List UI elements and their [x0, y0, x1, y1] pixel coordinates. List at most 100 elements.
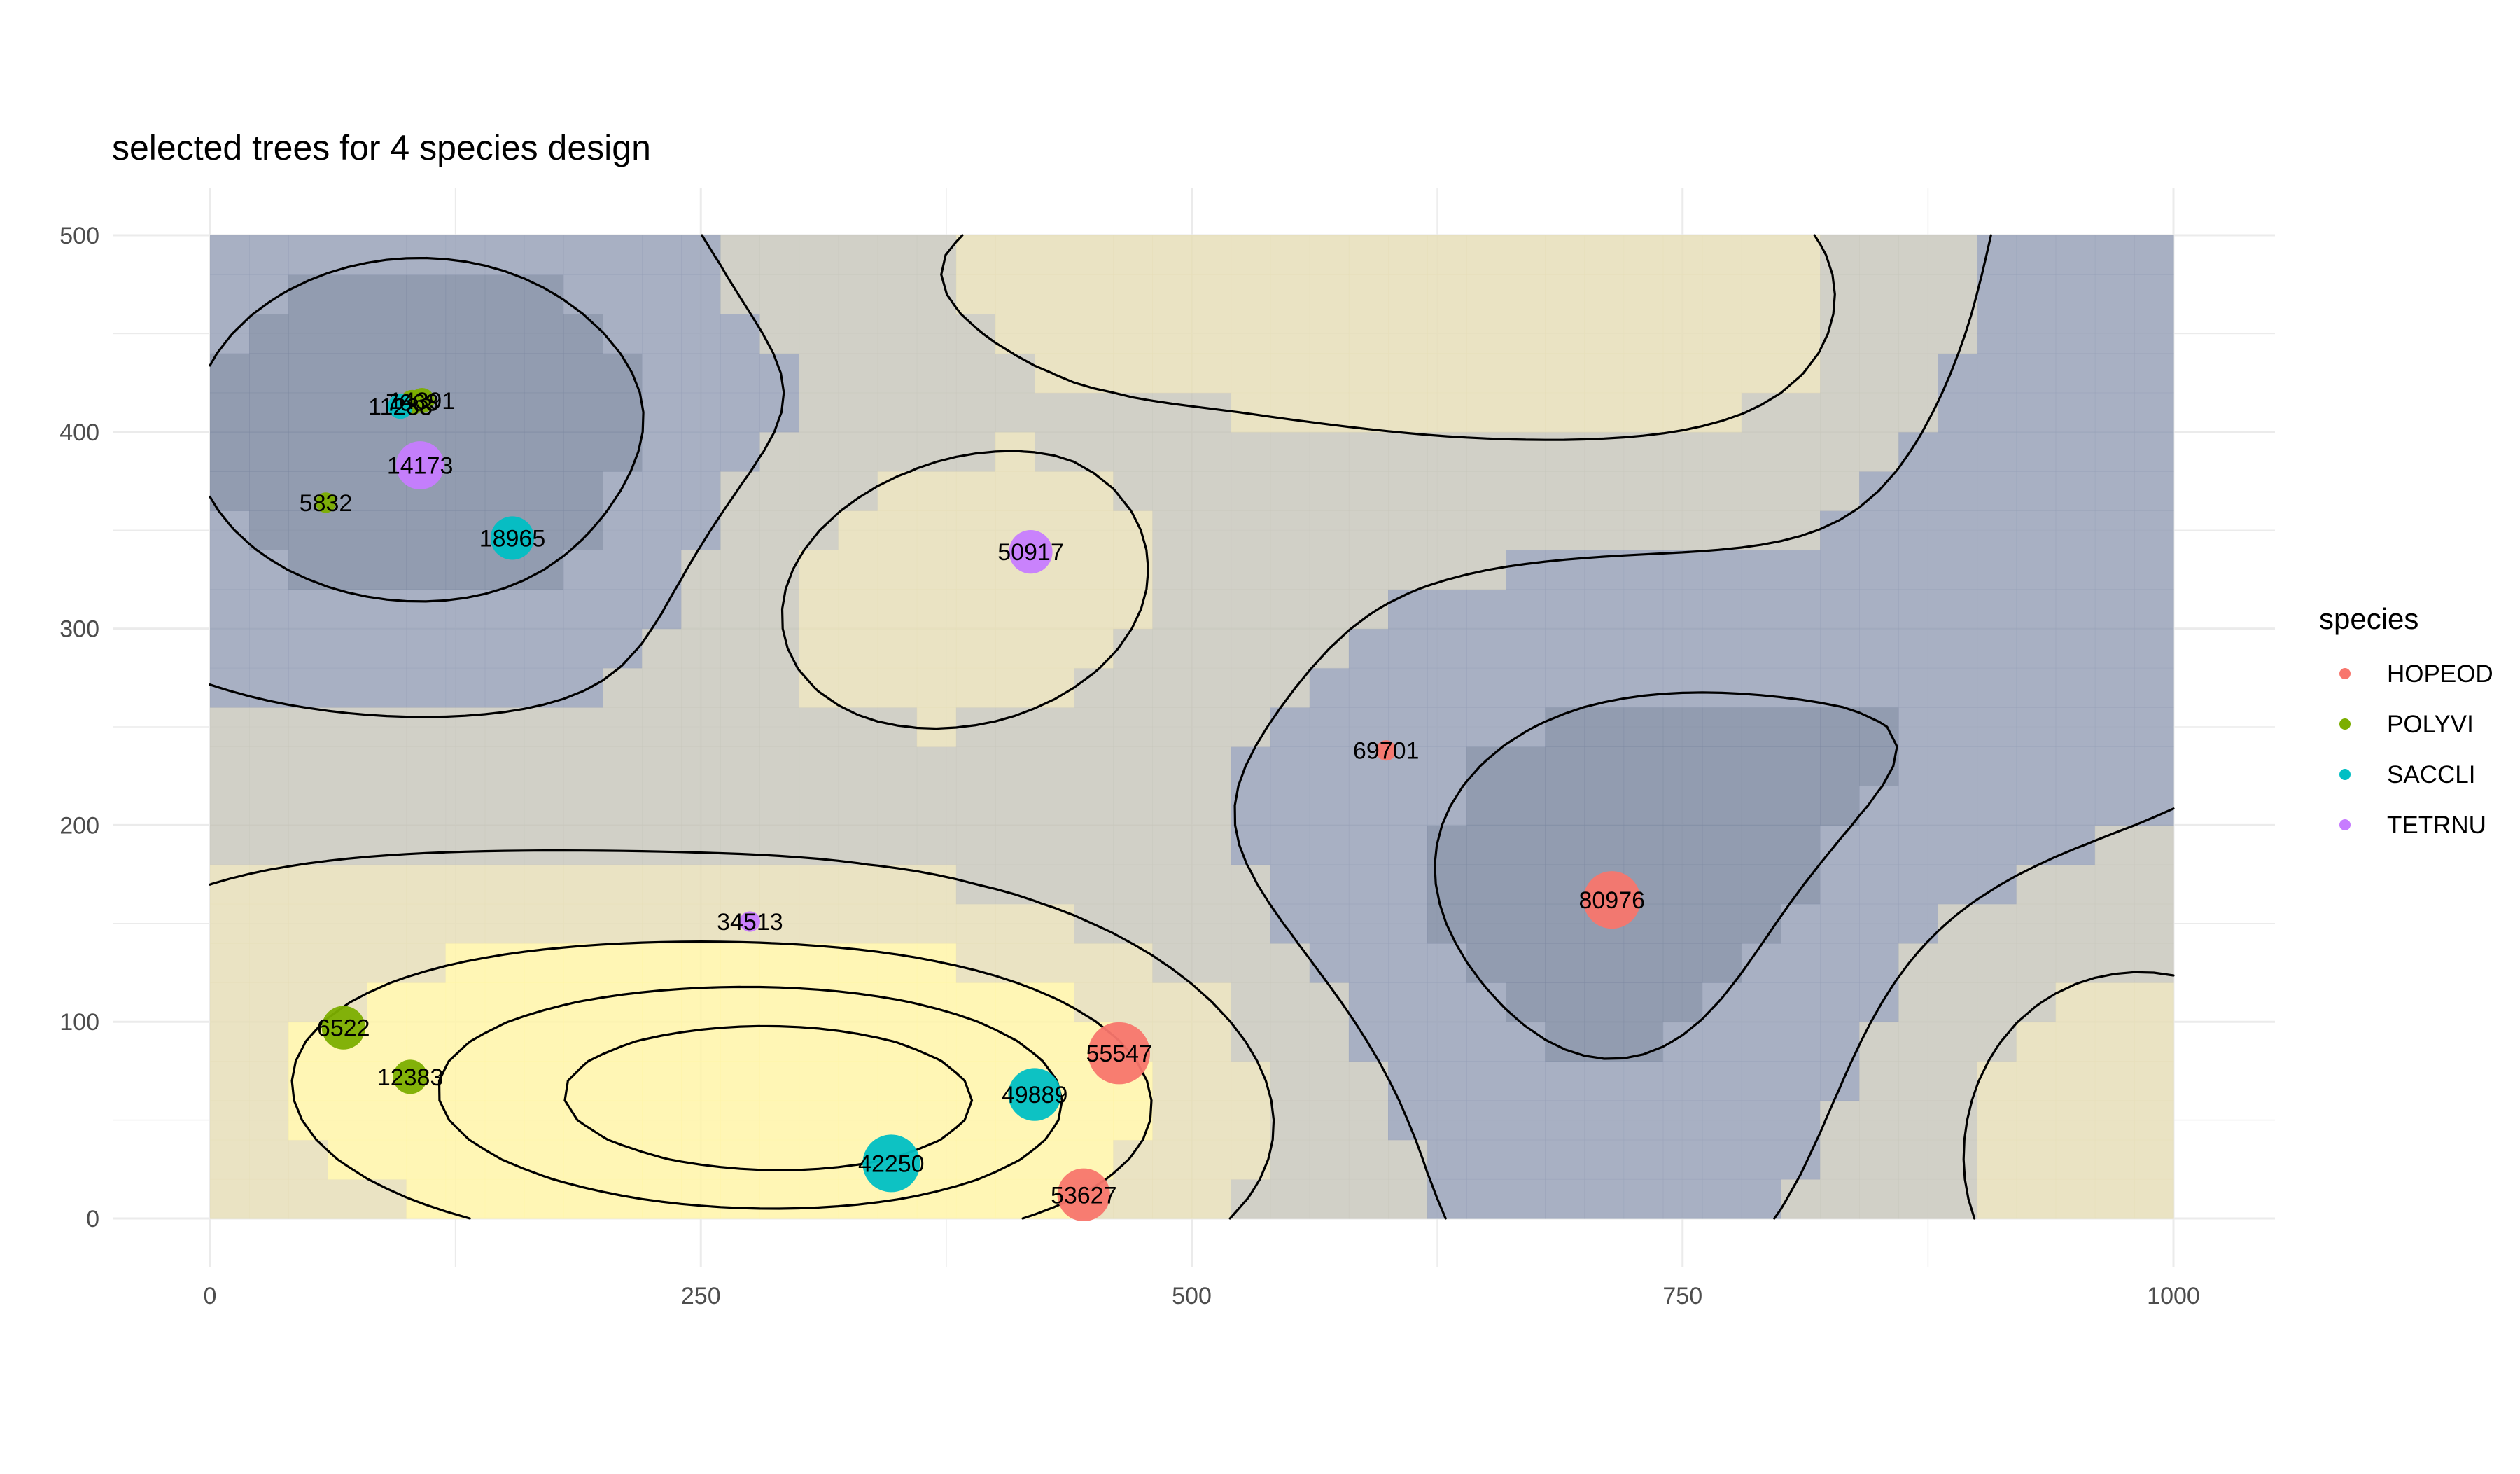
heatmap-cell: [799, 943, 839, 983]
heatmap-cell: [484, 353, 525, 394]
heatmap-cell: [1545, 550, 1586, 590]
heatmap-cell: [642, 1100, 682, 1141]
heatmap-cell: [916, 550, 957, 590]
heatmap-cell: [681, 864, 721, 905]
heatmap-cell: [288, 314, 328, 354]
heatmap-cell: [1702, 589, 1742, 630]
heatmap-cell: [406, 589, 447, 630]
heatmap-cell: [1702, 746, 1742, 786]
heatmap-cell: [445, 825, 486, 865]
heatmap-cell: [1820, 431, 1860, 472]
heatmap-cell: [1152, 667, 1193, 708]
heatmap-cell: [1388, 1061, 1428, 1101]
heatmap-cell: [681, 1139, 721, 1180]
heatmap-cell: [1584, 1100, 1625, 1141]
heatmap-cell: [1191, 1100, 1232, 1141]
heatmap-cell: [760, 431, 800, 472]
heatmap-cell: [1859, 1139, 1899, 1180]
heatmap-cell: [1035, 589, 1074, 630]
heatmap-cell: [838, 825, 878, 865]
heatmap-cell: [1152, 1178, 1193, 1219]
point-label: 53627: [1051, 1182, 1117, 1209]
heatmap-cell: [1662, 1100, 1703, 1141]
heatmap-cell: [2055, 550, 2096, 590]
heatmap-cell: [1898, 589, 1938, 630]
heatmap-cell: [2134, 1022, 2174, 1062]
heatmap-cell: [1348, 314, 1389, 354]
heatmap-cell: [642, 667, 682, 708]
heatmap-cell: [681, 1178, 721, 1219]
heatmap-cell: [1898, 235, 1938, 275]
heatmap-cell: [1270, 235, 1310, 275]
heatmap-cell: [1820, 707, 1860, 747]
heatmap-cell: [1702, 510, 1742, 550]
point-label: 42250: [858, 1150, 925, 1177]
heatmap-cell: [328, 353, 368, 394]
heatmap-cell: [760, 235, 800, 275]
heatmap-cell: [1309, 550, 1350, 590]
heatmap-cell: [1741, 589, 1782, 630]
heatmap-cell: [720, 1100, 760, 1141]
heatmap-cell: [1938, 550, 1978, 590]
heatmap-cell: [681, 628, 721, 669]
heatmap-cell: [1309, 1178, 1350, 1219]
heatmap-cell: [563, 903, 603, 944]
heatmap-cell: [1938, 1022, 1978, 1062]
heatmap-cell: [1623, 550, 1664, 590]
heatmap-cell: [1152, 943, 1193, 983]
y-tick-label: 500: [59, 223, 99, 249]
heatmap-cell: [2055, 628, 2096, 669]
heatmap-cell: [1702, 943, 1742, 983]
heatmap-cell: [1545, 431, 1586, 472]
heatmap-cell: [524, 1022, 564, 1062]
heatmap-cell: [642, 314, 682, 354]
heatmap-cell: [1231, 314, 1271, 354]
heatmap-cell: [406, 235, 447, 275]
heatmap-cell: [995, 864, 1035, 905]
heatmap-cell: [1545, 235, 1586, 275]
heatmap-cell: [916, 353, 957, 394]
heatmap-cell: [2055, 471, 2096, 511]
heatmap-cell: [642, 903, 682, 944]
heatmap-cell: [1388, 314, 1428, 354]
heatmap-cell: [1270, 1100, 1310, 1141]
heatmap-cell: [1898, 864, 1938, 905]
heatmap-cell: [1741, 825, 1782, 865]
heatmap-cell: [1231, 1061, 1271, 1101]
heatmap-cell: [1388, 510, 1428, 550]
point-label: 69701: [1353, 738, 1420, 765]
heatmap-cell: [445, 864, 486, 905]
heatmap-cell: [1820, 392, 1860, 433]
heatmap-cell: [1388, 943, 1428, 983]
heatmap-cell: [603, 550, 643, 590]
heatmap-cell: [524, 235, 564, 275]
heatmap-cell: [799, 589, 839, 630]
heatmap-cell: [1506, 392, 1546, 433]
heatmap-cell: [1035, 943, 1074, 983]
heatmap-cell: [2055, 274, 2096, 314]
heatmap-cell: [955, 589, 996, 630]
heatmap-cell: [1191, 392, 1232, 433]
heatmap-cell: [1035, 471, 1074, 511]
heatmap-cell: [760, 1022, 800, 1062]
heatmap-cell: [1506, 1178, 1546, 1219]
heatmap-cell: [642, 943, 682, 983]
heatmap-cell: [838, 786, 878, 826]
heatmap-cell: [1152, 628, 1193, 669]
heatmap-cell: [1859, 431, 1899, 472]
heatmap-cell: [760, 825, 800, 865]
heatmap-cell: [1231, 1178, 1271, 1219]
heatmap-cell: [2134, 825, 2174, 865]
heatmap-cell: [1113, 707, 1153, 747]
heatmap-cell: [799, 786, 839, 826]
heatmap-cell: [1427, 1178, 1467, 1219]
heatmap-cell: [1466, 1022, 1506, 1062]
heatmap-cell: [1820, 628, 1860, 669]
heatmap-cell: [1820, 943, 1860, 983]
heatmap-cell: [328, 943, 368, 983]
heatmap-cell: [955, 1139, 996, 1180]
heatmap-cell: [642, 746, 682, 786]
heatmap-cell: [799, 628, 839, 669]
heatmap-cell: [1820, 1022, 1860, 1062]
heatmap-cell: [406, 510, 447, 550]
